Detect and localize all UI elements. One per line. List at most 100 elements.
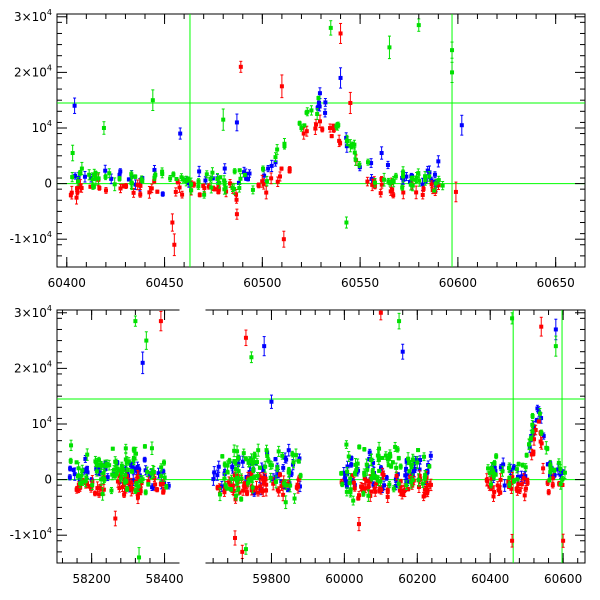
data-point: [129, 181, 134, 186]
data-point: [432, 172, 437, 177]
data-point: [344, 135, 349, 140]
data-point: [75, 474, 80, 479]
data-point: [390, 179, 395, 184]
data-point: [180, 192, 185, 197]
y-tick-label: 104: [32, 415, 52, 431]
data-point: [404, 483, 409, 488]
data-point: [222, 476, 227, 481]
data-point: [404, 466, 409, 471]
data-point: [123, 473, 128, 478]
data-point: [555, 467, 560, 472]
data-point: [149, 471, 154, 476]
data-point: [173, 189, 178, 194]
data-point: [175, 179, 180, 184]
data-point: [219, 484, 224, 489]
data-point: [353, 462, 358, 467]
x-tick-label: 60600: [439, 276, 477, 290]
data-point: [84, 475, 89, 480]
y-tick-label: 2×104: [14, 359, 52, 375]
data-point: [67, 475, 72, 480]
data-point: [486, 466, 491, 471]
data-point: [366, 485, 371, 490]
data-point: [498, 465, 503, 470]
data-point: [251, 467, 256, 472]
data-point: [225, 486, 230, 491]
data-point: [523, 486, 528, 491]
data-point: [84, 481, 89, 486]
data-point: [283, 500, 288, 505]
data-point: [68, 458, 73, 463]
x-tick-label: 58400: [145, 572, 183, 586]
data-point: [534, 418, 539, 423]
data-point: [257, 465, 262, 470]
data-point: [72, 103, 77, 108]
data-point: [545, 462, 550, 467]
data-point: [360, 488, 365, 493]
data-point: [70, 151, 75, 156]
data-point: [247, 171, 252, 176]
data-point: [269, 163, 274, 168]
data-point: [251, 488, 256, 493]
data-point: [511, 478, 516, 483]
data-point: [292, 496, 297, 501]
data-point: [74, 195, 79, 200]
data-point: [352, 142, 357, 147]
data-point: [233, 460, 238, 465]
data-point: [365, 179, 370, 184]
data-point: [282, 144, 287, 149]
data-point: [369, 475, 374, 480]
data-point: [373, 180, 378, 185]
data-point: [390, 460, 395, 465]
data-point: [116, 468, 121, 473]
data-point: [539, 416, 544, 421]
top-panel: 60400 60450 60500 60550 60600 60650-1×1040104…: [10, 8, 586, 290]
data-point: [234, 120, 239, 125]
data-point: [202, 192, 207, 197]
axis-break-gap-bottom: [179, 561, 206, 565]
data-point: [204, 172, 209, 177]
data-point: [304, 129, 309, 134]
data-point: [417, 178, 422, 183]
data-point: [491, 494, 496, 499]
data-point: [298, 473, 303, 478]
data-point: [418, 457, 423, 462]
data-point: [400, 185, 405, 190]
data-point: [237, 168, 242, 173]
data-point: [401, 190, 406, 195]
data-point: [186, 177, 191, 182]
data-point: [377, 488, 382, 493]
data-point: [273, 457, 278, 462]
data-point: [393, 483, 398, 488]
data-point: [152, 175, 157, 180]
data-point: [348, 143, 353, 148]
data-point: [250, 187, 255, 192]
data-point: [87, 484, 92, 489]
data-point: [373, 489, 378, 494]
data-point: [385, 457, 390, 462]
data-point: [316, 100, 321, 105]
data-point: [177, 185, 182, 190]
data-point: [507, 465, 512, 470]
y-tick-base: 10: [32, 121, 47, 135]
data-point: [236, 180, 241, 185]
data-point: [510, 475, 515, 480]
data-point: [316, 96, 321, 101]
data-point: [536, 419, 541, 424]
data-point: [494, 454, 499, 459]
data-point: [356, 522, 361, 527]
data-point: [191, 182, 196, 187]
data-point: [135, 492, 140, 497]
data-point: [320, 127, 325, 132]
data-point: [69, 190, 74, 195]
data-point: [525, 477, 530, 482]
data-point: [524, 453, 529, 458]
y-tick-label: -1×104: [10, 230, 52, 246]
data-point: [122, 492, 127, 497]
data-point: [436, 159, 441, 164]
data-point: [250, 485, 255, 490]
data-point: [243, 547, 248, 552]
data-point: [345, 469, 350, 474]
data-point: [117, 474, 122, 479]
data-point: [352, 486, 357, 491]
data-point: [131, 478, 136, 483]
